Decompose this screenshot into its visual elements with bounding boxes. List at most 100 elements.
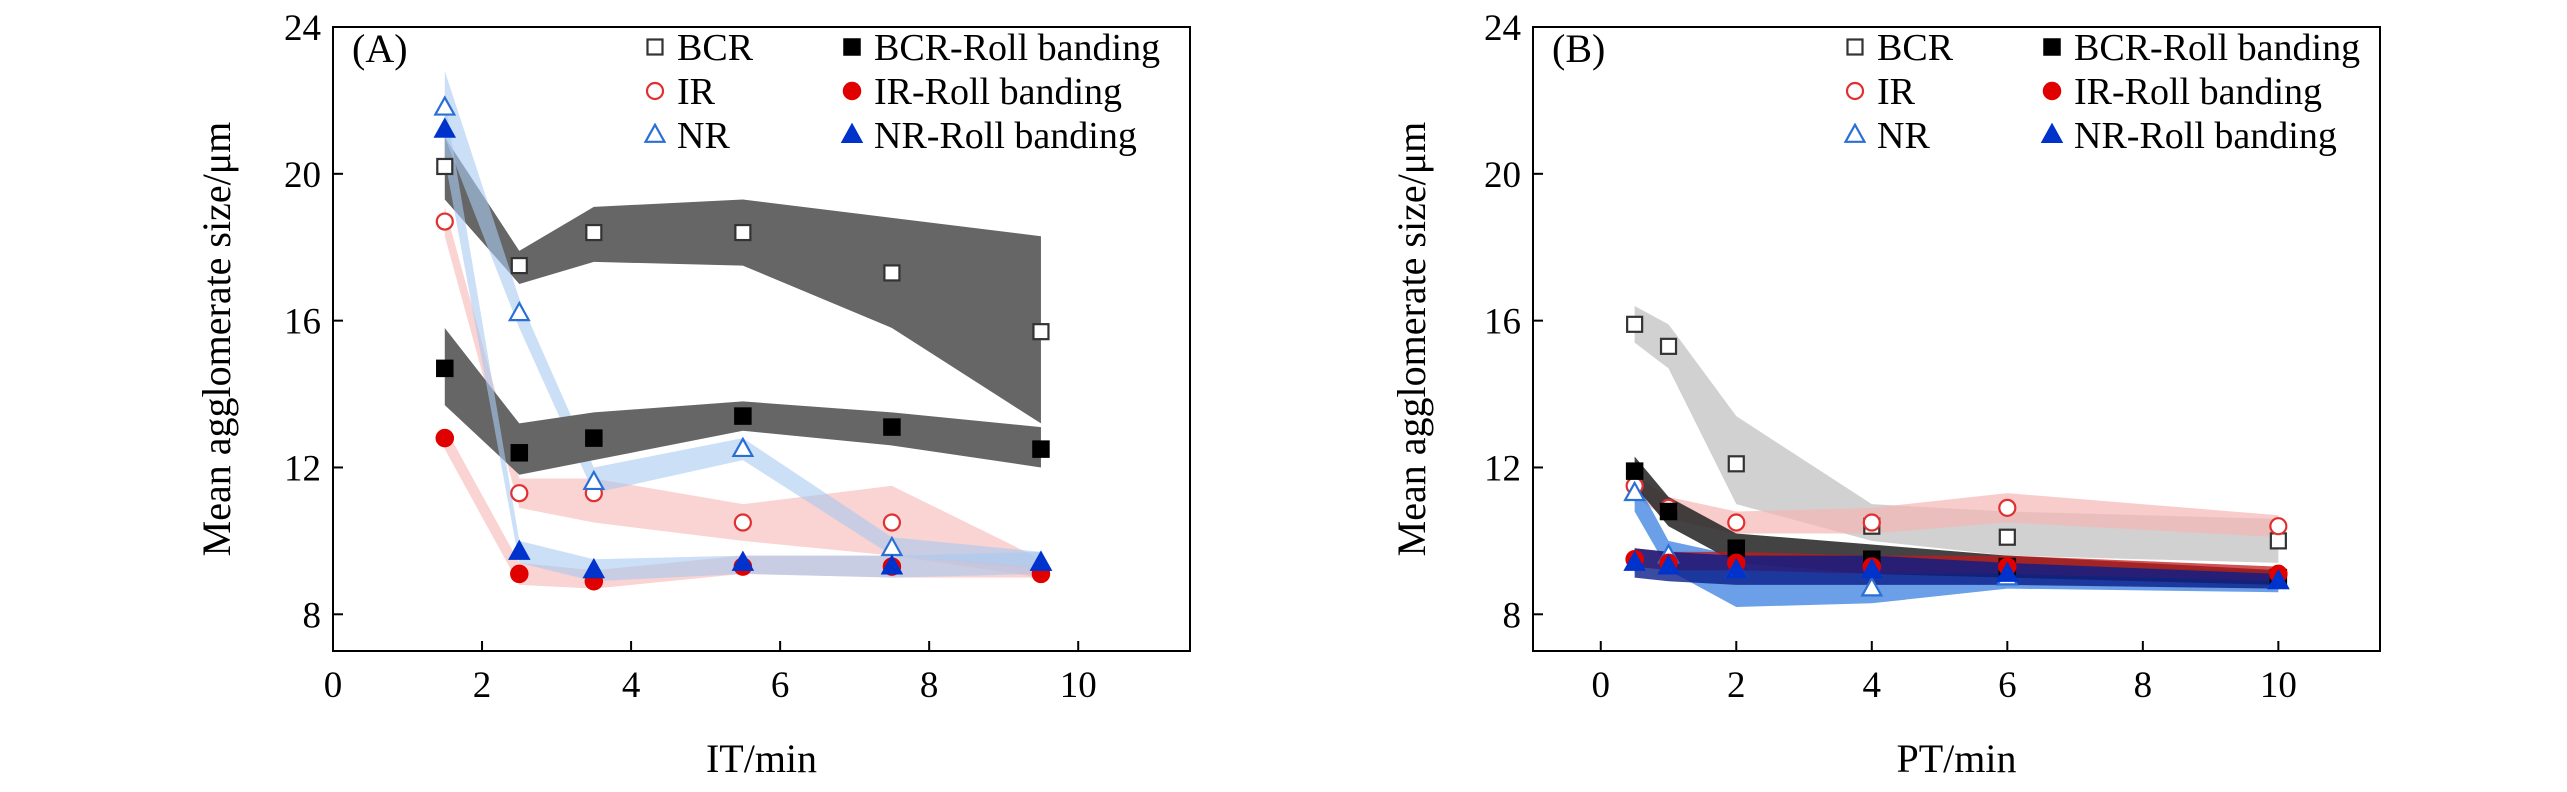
point-nr	[731, 436, 755, 458]
point-ir-roll	[435, 428, 455, 448]
legend-label-bcr-roll: BCR-Roll banding	[2074, 27, 2360, 69]
point-nr-roll	[1996, 561, 2019, 582]
plot-frame	[332, 26, 1191, 652]
point-ir	[733, 513, 752, 532]
y-axis-title: Mean agglomerate size/μm	[1389, 122, 1434, 557]
y-tick-label: 12	[1484, 448, 1521, 489]
legend-marker-nr-roll	[2040, 122, 2064, 143]
band-bcr	[1634, 305, 2279, 563]
x-axis-title: PT/min	[1896, 736, 2016, 781]
legend-marker-ir-roll	[2042, 81, 2062, 101]
point-bcr	[1032, 323, 1050, 341]
point-nr-roll	[2267, 568, 2290, 590]
point-nr	[433, 95, 457, 116]
point-nr-roll	[1860, 557, 1884, 579]
y-tick-label: 12	[284, 448, 321, 489]
band-bcr-roll	[1634, 456, 2279, 585]
point-ir	[1998, 498, 2017, 517]
legend-marker-ir	[1845, 81, 1865, 101]
legend-label-ir-roll: IR-Roll banding	[2074, 71, 2322, 113]
band-ir	[1634, 474, 2279, 538]
legend-marker-nr-roll	[840, 122, 864, 143]
point-ir	[1862, 513, 1881, 532]
legend-marker-bcr-roll	[2043, 38, 2061, 56]
legend-marker-nr	[1843, 122, 1867, 143]
panel-label: (A)	[352, 26, 408, 71]
legend-marker-nr	[643, 122, 667, 143]
point-bcr	[1727, 455, 1745, 473]
point-nr	[1623, 480, 1647, 502]
point-bcr-roll	[1659, 502, 1678, 521]
point-bcr	[1998, 528, 2016, 546]
legend-label-ir: IR	[677, 71, 716, 113]
legend-label-nr: NR	[1877, 115, 1930, 157]
legend-marker-ir-roll	[842, 81, 862, 101]
x-tick-label: 4	[1863, 665, 1882, 706]
point-bcr	[1626, 315, 1644, 333]
y-tick-label: 16	[1484, 302, 1521, 343]
point-nr-roll	[508, 539, 531, 560]
x-tick-label: 8	[2134, 665, 2153, 706]
x-tick-label: 2	[473, 665, 492, 706]
x-tick-label: 6	[771, 665, 790, 706]
point-bcr	[510, 256, 528, 275]
x-tick-label: 8	[920, 665, 939, 706]
point-nr-roll	[731, 550, 755, 571]
legend-label-bcr: BCR	[1877, 27, 1954, 69]
legend-marker-bcr-roll	[843, 38, 861, 56]
x-tick-label: 0	[1592, 665, 1611, 706]
x-tick-label: 10	[2260, 665, 2297, 706]
point-nr-roll	[1623, 550, 1646, 571]
x-tick-label: 0	[324, 665, 343, 706]
y-tick-label: 24	[1484, 8, 1521, 49]
point-ir	[510, 484, 529, 503]
y-tick-label: 20	[284, 155, 321, 196]
point-bcr	[734, 223, 752, 242]
legend-label-ir-roll: IR-Roll banding	[874, 71, 1122, 113]
point-bcr	[436, 157, 454, 176]
point-nr	[507, 300, 531, 322]
legend-label-nr: NR	[677, 115, 730, 157]
point-bcr-roll	[1032, 440, 1050, 458]
point-bcr-roll	[883, 418, 901, 436]
point-bcr	[1659, 337, 1678, 355]
y-tick-label: 24	[284, 8, 321, 49]
legend-marker-bcr	[1846, 38, 1864, 56]
point-ir	[435, 212, 454, 231]
legend-marker-bcr	[646, 38, 664, 56]
x-tick-label: 10	[1060, 665, 1097, 706]
point-bcr	[883, 264, 901, 282]
point-nr-roll	[1657, 554, 1680, 575]
point-bcr-roll	[510, 444, 529, 462]
point-nr-roll	[880, 554, 904, 575]
point-nr-roll	[1725, 557, 1748, 579]
point-bcr	[585, 223, 603, 242]
panel-label: (B)	[1552, 26, 1605, 71]
legend: BCR BCR-Roll banding IR IR-Roll banding NR NR…	[643, 27, 1160, 157]
x-tick-label: 2	[1727, 665, 1746, 706]
plot-frame	[1532, 26, 2381, 652]
point-ir	[1727, 513, 1746, 532]
point-nr-roll	[433, 117, 457, 138]
point-bcr-roll	[734, 407, 752, 425]
uncertainty-bands	[1634, 305, 2279, 607]
x-axis-title: IT/min	[706, 736, 817, 781]
point-ir	[2269, 517, 2288, 536]
y-axis-title: Mean agglomerate size/μm	[194, 122, 239, 557]
point-nr-roll	[1029, 550, 1053, 571]
point-bcr	[2269, 532, 2287, 550]
legend-marker-ir	[645, 81, 665, 101]
band-nr-roll	[1634, 548, 2279, 589]
point-ir	[882, 513, 902, 532]
legend: BCR BCR-Roll banding IR IR-Roll banding NR NR…	[1843, 27, 2360, 157]
point-bcr-roll	[1625, 462, 1644, 480]
legend-label-bcr: BCR	[677, 27, 754, 69]
legend-label-ir: IR	[1877, 71, 1916, 113]
legend-label-nr-roll: NR-Roll banding	[2074, 115, 2337, 157]
y-tick-label: 16	[284, 302, 321, 343]
